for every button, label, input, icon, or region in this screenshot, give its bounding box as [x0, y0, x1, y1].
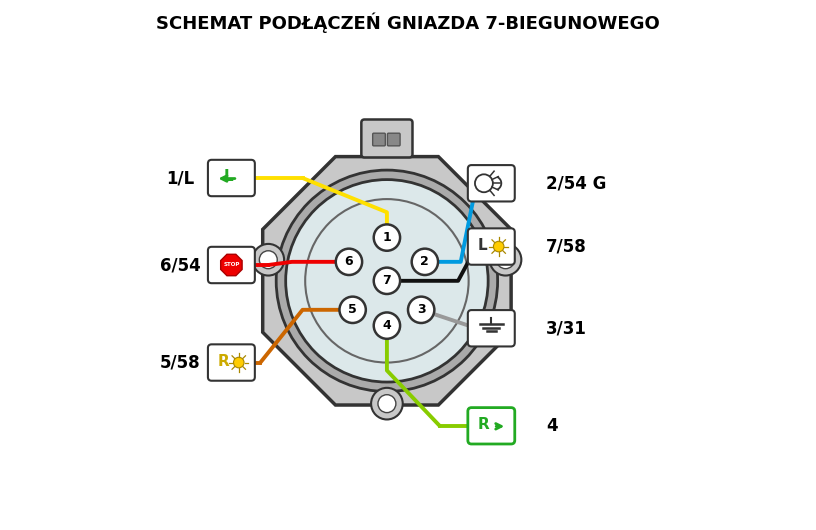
FancyBboxPatch shape [208, 247, 255, 283]
FancyBboxPatch shape [468, 228, 515, 265]
Circle shape [276, 170, 498, 392]
Text: 4: 4 [383, 319, 392, 332]
Text: SCHEMAT PODŁĄCZEŃ GNIAZDA 7-BIEGUNOWEGO: SCHEMAT PODŁĄCZEŃ GNIAZDA 7-BIEGUNOWEGO [156, 12, 660, 33]
Circle shape [408, 297, 434, 323]
Circle shape [335, 249, 362, 275]
Circle shape [233, 357, 244, 368]
Circle shape [305, 199, 468, 363]
Text: 5: 5 [348, 303, 357, 316]
Text: 7/58: 7/58 [546, 237, 587, 255]
FancyBboxPatch shape [208, 160, 255, 196]
Circle shape [371, 388, 403, 419]
Text: STOP: STOP [224, 262, 240, 268]
Text: R: R [218, 354, 230, 369]
Circle shape [497, 251, 515, 269]
Text: 6/54: 6/54 [160, 256, 201, 274]
Text: R: R [478, 417, 490, 432]
FancyBboxPatch shape [468, 165, 515, 201]
Text: L: L [224, 170, 233, 184]
Circle shape [475, 174, 493, 192]
Text: 7: 7 [383, 275, 392, 287]
Text: 3: 3 [417, 303, 425, 316]
Text: 6: 6 [344, 255, 353, 268]
Circle shape [374, 313, 400, 339]
Text: 1: 1 [383, 231, 392, 244]
Circle shape [252, 244, 284, 276]
Text: 2: 2 [420, 255, 429, 268]
FancyBboxPatch shape [468, 408, 515, 444]
FancyBboxPatch shape [361, 119, 412, 157]
Text: L: L [478, 238, 488, 253]
Circle shape [339, 297, 366, 323]
Circle shape [374, 224, 400, 251]
FancyBboxPatch shape [468, 310, 515, 347]
FancyBboxPatch shape [388, 133, 400, 146]
Polygon shape [263, 156, 511, 405]
Circle shape [374, 268, 400, 294]
Text: 1/L: 1/L [166, 169, 194, 187]
Circle shape [490, 244, 521, 276]
Text: 4: 4 [546, 417, 558, 435]
Circle shape [494, 241, 504, 252]
Polygon shape [220, 254, 242, 276]
Text: 3/31: 3/31 [546, 319, 587, 337]
Circle shape [286, 180, 488, 382]
Circle shape [378, 395, 396, 413]
Text: 5/58: 5/58 [160, 354, 201, 372]
FancyBboxPatch shape [373, 133, 385, 146]
Circle shape [412, 249, 438, 275]
Text: 2/54 G: 2/54 G [546, 174, 606, 192]
Circle shape [259, 251, 277, 269]
FancyBboxPatch shape [208, 344, 255, 381]
